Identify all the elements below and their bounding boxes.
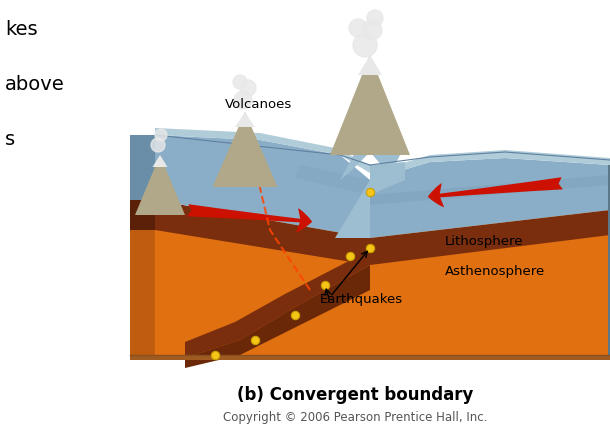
Polygon shape bbox=[130, 180, 610, 360]
Text: Volcanoes: Volcanoes bbox=[225, 98, 292, 111]
Circle shape bbox=[349, 19, 367, 37]
Text: Lithosphere: Lithosphere bbox=[445, 236, 523, 249]
Polygon shape bbox=[212, 112, 278, 187]
Polygon shape bbox=[235, 112, 255, 127]
Circle shape bbox=[240, 80, 256, 96]
Polygon shape bbox=[370, 210, 610, 265]
Polygon shape bbox=[358, 55, 382, 75]
Polygon shape bbox=[370, 158, 610, 238]
Polygon shape bbox=[340, 125, 400, 180]
Polygon shape bbox=[130, 135, 155, 200]
Circle shape bbox=[151, 138, 165, 152]
Polygon shape bbox=[155, 135, 370, 238]
Polygon shape bbox=[185, 265, 370, 368]
Circle shape bbox=[362, 20, 382, 40]
Polygon shape bbox=[155, 235, 610, 355]
Circle shape bbox=[234, 91, 252, 109]
Polygon shape bbox=[130, 200, 155, 230]
Polygon shape bbox=[370, 175, 610, 205]
Polygon shape bbox=[130, 230, 155, 360]
Text: above: above bbox=[5, 75, 65, 94]
Polygon shape bbox=[130, 355, 610, 360]
Text: Asthenosphere: Asthenosphere bbox=[445, 266, 545, 278]
Polygon shape bbox=[335, 162, 405, 238]
Circle shape bbox=[155, 129, 167, 141]
Text: kes: kes bbox=[5, 20, 38, 39]
Text: s: s bbox=[5, 130, 15, 149]
Circle shape bbox=[367, 10, 383, 26]
Polygon shape bbox=[608, 165, 610, 360]
Polygon shape bbox=[152, 155, 168, 167]
Polygon shape bbox=[295, 165, 370, 195]
Circle shape bbox=[233, 75, 247, 89]
Text: (b) Convergent boundary: (b) Convergent boundary bbox=[237, 386, 473, 404]
Text: Copyright © 2006 Pearson Prentice Hall, Inc.: Copyright © 2006 Pearson Prentice Hall, … bbox=[223, 412, 487, 424]
Polygon shape bbox=[135, 155, 185, 215]
Polygon shape bbox=[155, 235, 610, 355]
Polygon shape bbox=[155, 128, 370, 173]
Circle shape bbox=[353, 33, 377, 57]
Polygon shape bbox=[370, 150, 610, 180]
Polygon shape bbox=[330, 55, 410, 155]
Polygon shape bbox=[185, 238, 370, 358]
Text: Earthquakes: Earthquakes bbox=[320, 294, 403, 306]
Polygon shape bbox=[155, 200, 370, 265]
